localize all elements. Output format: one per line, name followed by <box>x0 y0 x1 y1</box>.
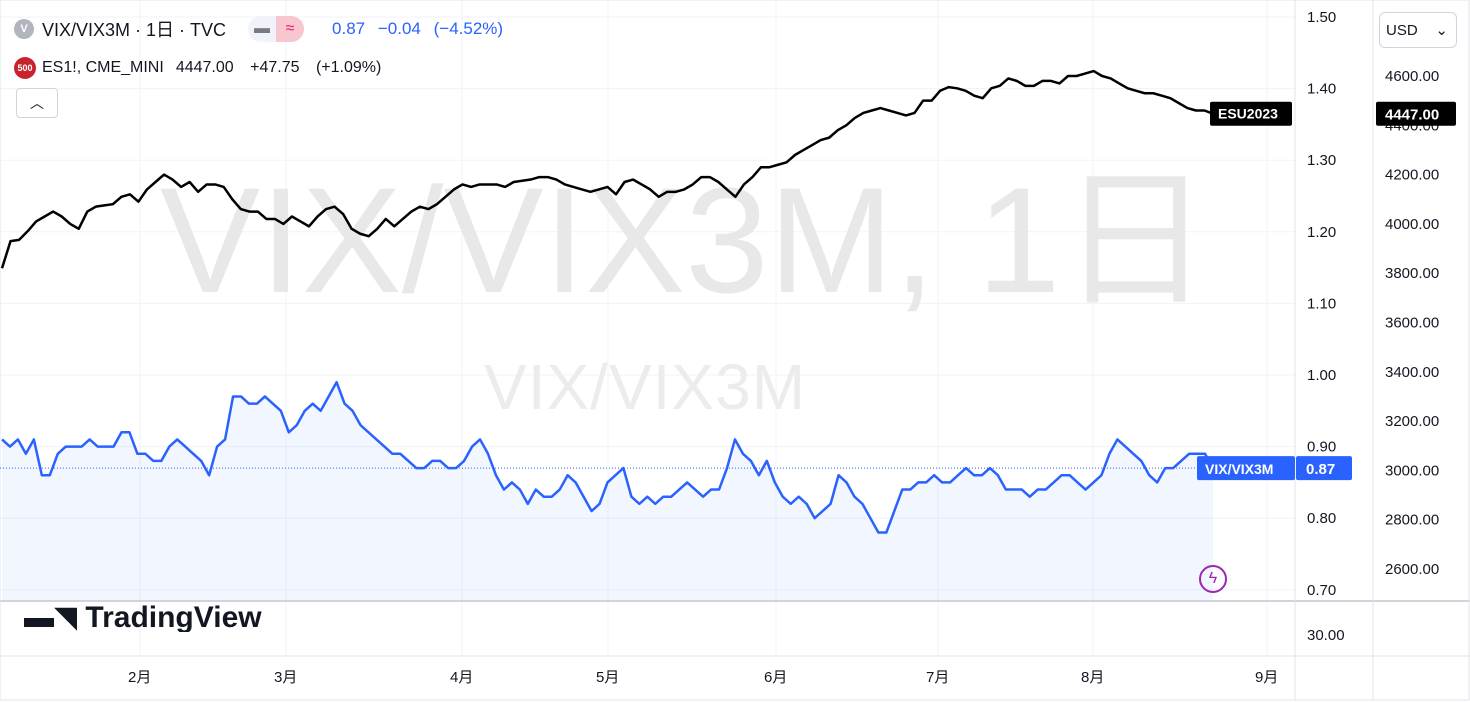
left-axis-tick: 0.80 <box>1307 510 1336 527</box>
x-axis-tick: 9月 <box>1255 669 1278 686</box>
es-symbol[interactable]: ES1!, CME_MINI <box>42 59 164 76</box>
es-change: +47.75 <box>250 59 300 76</box>
es-price-label-text: 4447.00 <box>1385 107 1439 124</box>
es-series-line[interactable] <box>0 69 1214 269</box>
currency-select[interactable]: USD ⌄ <box>1379 12 1457 48</box>
es-series-legend[interactable]: 500 ES1!, CME_MINI 4447.00 +47.75 (+1.09… <box>14 57 381 79</box>
lightning-icon[interactable]: ϟ <box>1199 565 1227 593</box>
vix-series-tag <box>1197 456 1295 481</box>
right-axis-tick: 3400.00 <box>1385 364 1439 381</box>
right-axis-tick: 3600.00 <box>1385 315 1439 332</box>
vix-area-fill <box>2 382 1213 600</box>
price-change: −0.04 <box>377 19 421 38</box>
left-axis-tick: 1.20 <box>1307 224 1336 241</box>
vix-price-label <box>1296 456 1352 481</box>
price-change-pct: (−4.52%) <box>433 19 504 38</box>
main-price-values: 0.87 −0.04 (−4.52%) <box>332 19 511 39</box>
eye-icon[interactable]: ▬ <box>254 20 271 37</box>
right-axis-tick: 3800.00 <box>1385 265 1439 282</box>
es-change-pct: (+1.09%) <box>315 59 382 76</box>
es-symbol-logo: 500 <box>14 57 36 79</box>
logo-text: TradingView <box>85 604 262 632</box>
right-axis-tick: 3200.00 <box>1385 413 1439 430</box>
right-axis-tick: 4200.00 <box>1385 167 1439 184</box>
es-series-tag <box>1210 101 1292 126</box>
right-axis-tick: 2800.00 <box>1385 512 1439 529</box>
x-axis-tick: 3月 <box>274 669 297 686</box>
tradingview-logo: ▬◥ TradingView <box>24 604 262 632</box>
x-axis-tick: 7月 <box>926 669 949 686</box>
x-axis-tick: 8月 <box>1081 669 1104 686</box>
symbol-title[interactable]: VIX/VIX3M · 1日 · TVC <box>42 20 227 40</box>
main-series-legend[interactable]: V VIX/VIX3M · 1日 · TVC ▬ ≈ 0.87 −0.04 (−… <box>14 16 511 42</box>
logo-mark-icon: ▬◥ <box>24 604 78 632</box>
es-series-tag-text: ESU2023 <box>1218 106 1278 122</box>
x-axis-tick: 5月 <box>596 669 619 686</box>
right-axis-tick: 3000.00 <box>1385 462 1439 479</box>
vix-price-label-text: 0.87 <box>1306 461 1335 478</box>
x-axis-tick: 4月 <box>450 669 473 686</box>
left-axis-tick: 0.70 <box>1307 582 1336 599</box>
watermark-small: VIX/VIX3M <box>484 351 806 423</box>
vix-series-tag-text: VIX/VIX3M <box>1205 461 1273 477</box>
left-axis-tick: 1.00 <box>1307 367 1336 384</box>
es-values: 4447.00 +47.75 (+1.09%) <box>164 59 382 77</box>
lower-pane-tick: 30.00 <box>1307 627 1345 644</box>
visibility-toggle[interactable]: ▬ ≈ <box>248 16 305 42</box>
es-last: 4447.00 <box>175 59 234 76</box>
collapse-legend-button[interactable]: ︿ <box>16 88 58 118</box>
x-axis-tick: 6月 <box>764 669 787 686</box>
chevron-down-icon: ⌄ <box>1435 22 1448 39</box>
right-axis-tick: 4000.00 <box>1385 216 1439 233</box>
compare-wave-icon[interactable]: ≈ <box>276 16 305 42</box>
chevron-up-icon: ︿ <box>30 95 44 111</box>
watermark-big: VIX/VIX3M, 1日 <box>160 156 1210 324</box>
left-axis-tick: 1.10 <box>1307 295 1336 312</box>
x-axis-tick: 2月 <box>128 669 151 686</box>
right-axis-tick: 2600.00 <box>1385 561 1439 578</box>
last-price: 0.87 <box>332 19 366 38</box>
symbol-logo: V <box>14 19 34 39</box>
currency-value: USD <box>1386 21 1418 39</box>
vix-series-line[interactable] <box>1 380 1215 534</box>
right-axis-tick: 4600.00 <box>1385 68 1439 85</box>
left-axis-tick: 1.50 <box>1307 9 1336 26</box>
left-axis-tick: 0.90 <box>1307 439 1336 456</box>
left-axis-tick: 1.30 <box>1307 152 1336 169</box>
es-price-label <box>1376 101 1456 126</box>
left-axis-tick: 1.40 <box>1307 81 1336 98</box>
